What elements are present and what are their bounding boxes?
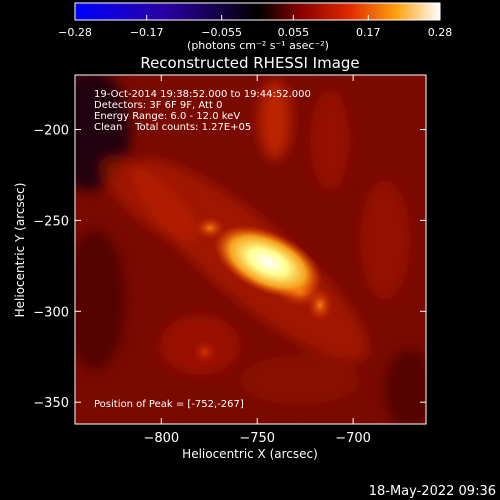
colorbar-tick-label: −0.055	[201, 26, 242, 39]
chart-title: Reconstructed RHESSI Image	[140, 54, 359, 72]
x-tick-label: −700	[335, 431, 371, 446]
annotation-block: 19-Oct-2014 19:38:52.000 to 19:44:52.000…	[94, 89, 311, 133]
heatmap-image	[75, 75, 426, 424]
y-axis-ticks: −200 −250 −300 −350	[33, 124, 426, 411]
annotation-line: Energy Range: 6.0 - 12.0 keV	[94, 111, 240, 122]
colorbar-tick-label: −0.28	[58, 26, 92, 39]
colorbar-ticks: −0.28 −0.17 −0.055 0.055 0.17 0.28	[58, 15, 452, 39]
colorbar-tick-label: 0.17	[356, 26, 381, 39]
peak-position-label: Position of Peak = [-752,-267]	[94, 399, 244, 410]
colorbar	[74, 2, 441, 21]
y-tick-label: −350	[33, 396, 69, 411]
annotation-line: Clean Total counts: 1.27E+05	[94, 122, 251, 133]
colorbar-tick-label: 0.055	[278, 26, 310, 39]
y-tick-label: −300	[33, 305, 69, 320]
y-tick-label: −250	[33, 214, 69, 229]
x-tick-label: −800	[143, 431, 179, 446]
y-axis-label: Heliocentric Y (arcsec)	[13, 183, 27, 318]
plot-frame	[74, 74, 427, 425]
colorbar-units: (photons cm⁻² s⁻¹ asec⁻²)	[187, 39, 329, 52]
colorbar-tick-label: −0.17	[130, 26, 164, 39]
colorbar-tick-label: 0.28	[428, 26, 453, 39]
footer-date: 18-May-2022 09:36	[369, 484, 496, 499]
annotation-line: 19-Oct-2014 19:38:52.000 to 19:44:52.000	[94, 89, 311, 100]
x-axis-ticks: −800 −750 −700	[143, 75, 371, 446]
annotation-line: Detectors: 3F 6F 9F, Att 0	[94, 100, 222, 111]
x-axis-label: Heliocentric X (arcsec)	[182, 447, 318, 461]
x-tick-label: −750	[239, 431, 275, 446]
y-tick-label: −200	[33, 124, 69, 139]
